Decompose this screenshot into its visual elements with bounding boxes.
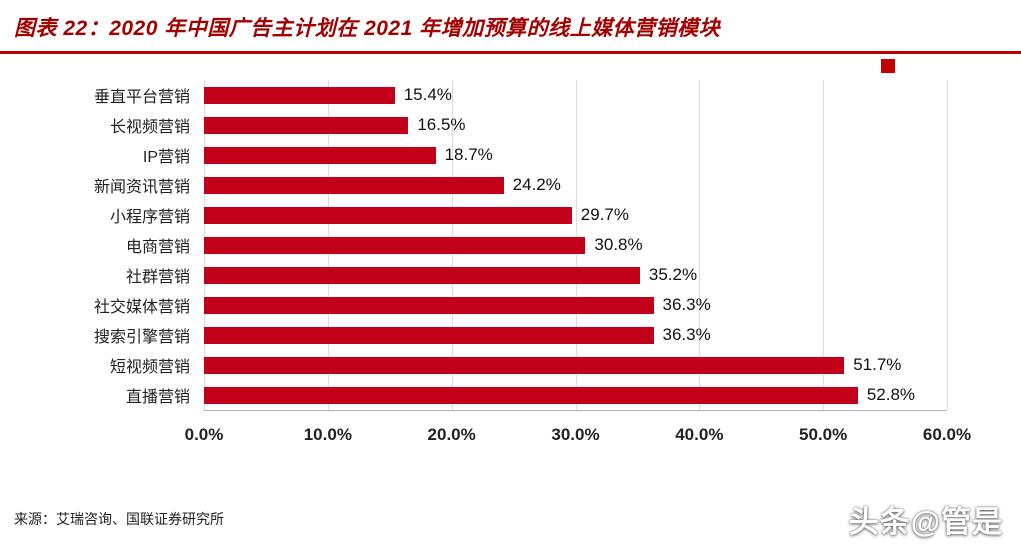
bar <box>204 206 572 224</box>
bar <box>204 386 858 404</box>
x-axis-tick-label: 10.0% <box>303 425 352 444</box>
chart-header: 图表 22：2020 年中国广告主计划在 2021 年增加预算的线上媒体营销模块 <box>0 0 1021 42</box>
bar-row: 16.5% <box>204 110 947 140</box>
bar-row: 29.7% <box>204 200 947 230</box>
bar-row: 36.3% <box>204 290 947 320</box>
category-label: 电商营销 <box>125 239 190 256</box>
bar <box>204 116 409 134</box>
watermark: 头条@管是 <box>848 506 1003 539</box>
chart-title: 图表 22：2020 年中国广告主计划在 2021 年增加预算的线上媒体营销模块 <box>14 17 721 40</box>
x-axis-tick-label: 40.0% <box>675 425 724 444</box>
bar <box>204 176 504 194</box>
bar <box>204 296 654 314</box>
category-label: 垂直平台营销 <box>93 89 190 106</box>
category-label: 长视频营销 <box>109 119 190 136</box>
bar <box>204 266 640 284</box>
category-label: 搜索引擎营销 <box>93 329 190 346</box>
bar-row: 51.7% <box>204 350 947 380</box>
bar-row: 36.3% <box>204 320 947 350</box>
bar <box>204 326 654 344</box>
category-label: 社交媒体营销 <box>93 299 190 316</box>
red-square-decoration <box>881 59 895 73</box>
plot-rows: 15.4% 16.5% 18.7% 24.2% 29.7% 30.8% 35.2% 36.3%… <box>204 80 947 410</box>
bar-value-label: 52.8% <box>866 385 916 404</box>
bar-row: 30.8% <box>204 230 947 260</box>
gridline <box>947 80 948 410</box>
bar-row: 35.2% <box>204 260 947 290</box>
bar-value-label: 24.2% <box>512 175 561 194</box>
bar-value-label: 36.3% <box>662 325 711 344</box>
category-label: 小程序营销 <box>109 209 190 226</box>
bar-row: 15.4% <box>204 80 947 110</box>
bar-value-label: 18.7% <box>444 145 493 164</box>
bar-value-label: 16.5% <box>417 115 466 134</box>
category-label: 新闻资讯营销 <box>93 179 190 196</box>
bar <box>204 146 436 164</box>
bar-row: 52.8% <box>204 380 947 410</box>
bar-value-label: 15.4% <box>403 85 452 104</box>
category-label: IP营销 <box>142 149 190 166</box>
bar-value-label: 35.2% <box>648 265 698 284</box>
x-axis-tick-label: 20.0% <box>427 425 476 444</box>
bar-row: 18.7% <box>204 140 947 170</box>
x-axis-tick-label: 0.0% <box>184 425 224 444</box>
bar <box>204 86 395 104</box>
x-axis-tick-label: 60.0% <box>922 425 972 444</box>
x-axis-tick-label: 30.0% <box>551 425 600 444</box>
category-labels: 垂直平台营销长视频营销 IP营销新闻资讯营销小程序营销电商营销社群营销社交媒体营销… <box>14 80 204 411</box>
bar <box>204 236 586 254</box>
bar-chart: 垂直平台营销长视频营销 IP营销新闻资讯营销小程序营销电商营销社群营销社交媒体营销… <box>14 80 948 411</box>
category-label: 短视频营销 <box>109 359 190 376</box>
gridline <box>699 80 701 410</box>
bar <box>204 356 845 374</box>
category-label: 社群营销 <box>125 269 190 286</box>
axis-left-spacer <box>14 411 204 449</box>
title-underline-rule <box>0 51 1021 54</box>
bar-value-label: 30.8% <box>594 235 643 254</box>
bar-row: 24.2% <box>204 170 947 200</box>
bar-value-label: 29.7% <box>580 205 629 224</box>
plot-area: 15.4% 16.5% 18.7% 24.2% 29.7% 30.8% 35.2% 36.3%… <box>204 80 948 411</box>
category-label: 直播营销 <box>125 389 190 406</box>
bar-value-label: 51.7% <box>853 355 902 374</box>
gridline <box>823 80 825 410</box>
x-axis-row: 0.0% 10.0% 20.0% 30.0% 40.0% 50.0% 60.0% <box>14 411 971 449</box>
source-note: 来源：艾瑞咨询、国联证券研究所 <box>14 511 224 527</box>
x-axis-tick-label: 50.0% <box>799 425 848 444</box>
bar-value-label: 36.3% <box>662 295 711 314</box>
x-axis: 0.0% 10.0% 20.0% 30.0% 40.0% 50.0% 60.0% <box>185 411 971 449</box>
